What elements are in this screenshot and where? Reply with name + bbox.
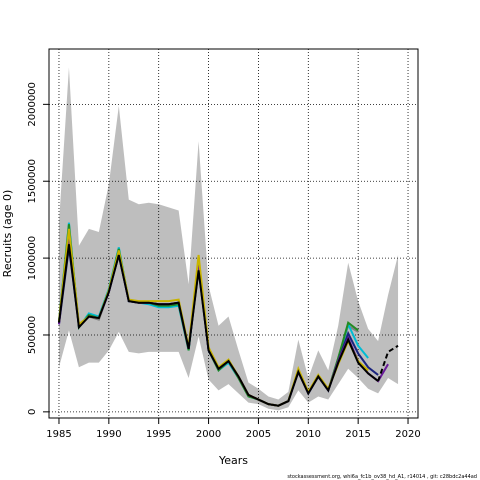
y-tick-label: 2000000 (27, 82, 38, 127)
confidence-band-area (58, 67, 399, 411)
x-tick-label: 2010 (296, 429, 321, 440)
x-tick-label: 2020 (395, 429, 420, 440)
plot-frame (48, 48, 419, 419)
y-tick-label: 500000 (27, 316, 38, 354)
x-tick-label: 1985 (46, 429, 71, 440)
y-axis-title: Recruits (age 0) (1, 190, 14, 278)
x-axis-title: Years (218, 454, 248, 467)
series-line-6 (57, 244, 379, 407)
y-tick-label: 1000000 (27, 236, 38, 281)
series-lines (57, 222, 399, 407)
x-tick-label: 1990 (96, 429, 121, 440)
x-tick-label: 2005 (246, 429, 271, 440)
footer-note: stockassessment.org, whi6a_fc1b_ov38_hd_… (287, 474, 477, 480)
confidence-band (58, 67, 399, 411)
x-axis: 1985 1990 1995 2000 2005 2010 2015 2020 (46, 418, 421, 440)
x-tick-label: 1995 (146, 429, 171, 440)
x-tick-label: 2015 (345, 429, 370, 440)
series-line-6-forecast (377, 344, 399, 382)
x-tick-label: 2000 (196, 429, 221, 440)
y-axis: 0 500000 1000000 1500000 2000000 (27, 82, 49, 415)
y-tick-label: 0 (27, 409, 38, 415)
y-tick-label: 1500000 (27, 159, 38, 204)
